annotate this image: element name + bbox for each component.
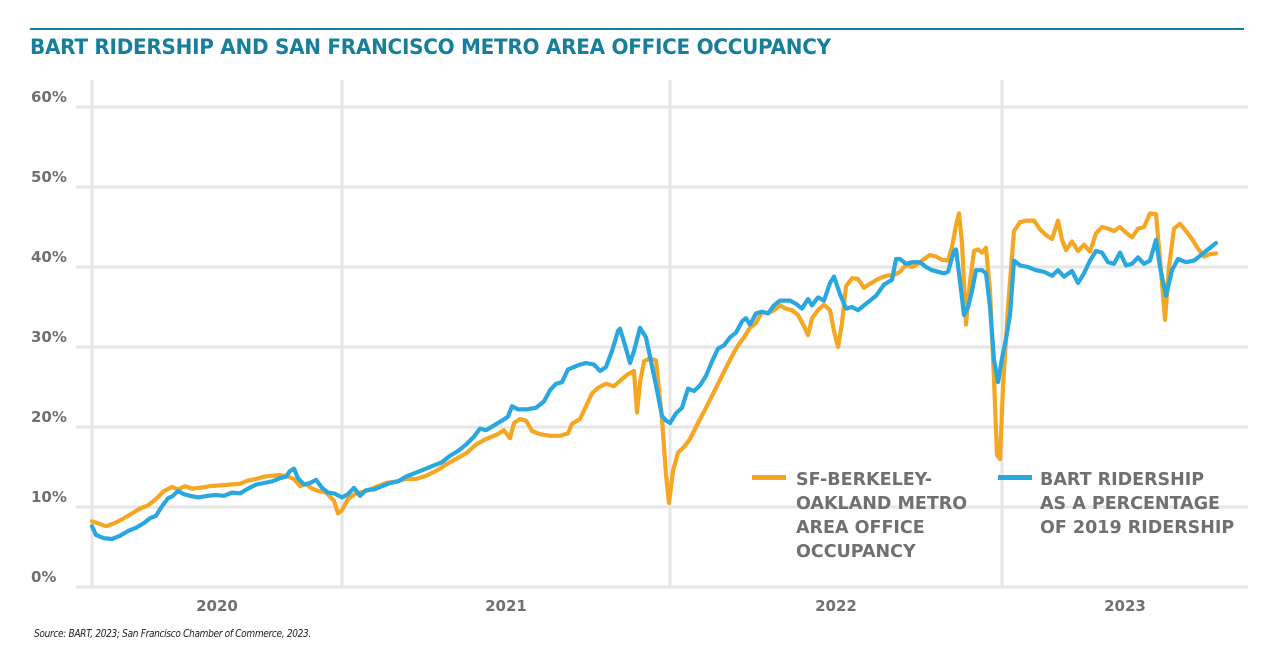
source-note: Source: BART, 2023; San Francisco Chambe… [34,627,312,640]
legend-label-office-line-1: SF-BERKELEY- [796,470,932,490]
y-tick-label: 30% [31,328,67,346]
x-tick-label: 2021 [485,597,527,615]
y-tick-label: 10% [31,488,67,506]
y-tick-label: 20% [31,408,67,426]
legend-label-office-line-2: OAKLAND METRO [796,494,967,514]
y-tick-label: 0% [31,568,56,586]
y-tick-label: 50% [31,168,67,186]
y-tick-label: 40% [31,248,67,266]
y-tick-label: 60% [31,88,67,106]
legend-item-office-occupancy: SF-BERKELEY- OAKLAND METRO AREA OFFICE O… [752,470,967,562]
legend-label-office-line-3: AREA OFFICE [796,518,925,538]
legend-item-bart-ridership: BART RIDERSHIP AS A PERCENTAGE OF 2019 R… [998,470,1234,538]
x-tick-label: 2020 [196,597,238,615]
legend-swatch-office [752,475,786,480]
chart-title: BART RIDERSHIP AND SAN FRANCISCO METRO A… [30,35,831,60]
horizontal-gridlines [76,105,1248,589]
legend-label-bart-line-3: OF 2019 RIDERSHIP [1040,518,1234,538]
legend-label-office-line-4: OCCUPANCY [796,542,916,562]
bart-ridership-line [89,237,1219,542]
series-lines [89,211,1219,542]
legend-label-bart-line-2: AS A PERCENTAGE [1040,494,1220,514]
x-tick-label: 2022 [815,597,857,615]
title-rule [30,28,1244,30]
legend-swatch-bart [998,475,1032,480]
x-axis-labels: 2020 2021 2022 2023 [196,597,1146,615]
office-occupancy-line [89,211,1219,529]
x-tick-label: 2023 [1104,597,1146,615]
y-axis-labels: 60% 50% 40% 30% 20% 10% 0% [31,88,67,586]
legend-label-bart-line-1: BART RIDERSHIP [1040,470,1204,490]
legend: SF-BERKELEY- OAKLAND METRO AREA OFFICE O… [752,470,1234,562]
